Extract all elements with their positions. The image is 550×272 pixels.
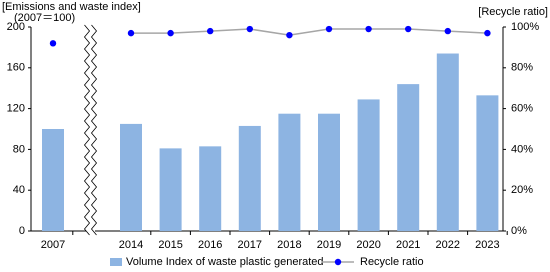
bar	[120, 123, 142, 231]
line-point	[325, 25, 333, 33]
y-tick-label: 200	[7, 21, 25, 33]
line-point	[167, 29, 174, 37]
line-segment	[170, 30, 211, 34]
x-tick-label: 2016	[198, 239, 222, 251]
line-point	[127, 29, 135, 37]
x-tick-label: 2014	[119, 239, 143, 251]
legend-swatch	[110, 258, 122, 266]
axis-break-line	[90, 24, 98, 236]
bar	[42, 129, 64, 231]
line-point	[49, 40, 57, 47]
x-tick-label: 2018	[277, 239, 301, 251]
y-axis-title: [Emissions and waste index]	[2, 1, 141, 13]
bar	[357, 99, 380, 231]
bar	[238, 125, 261, 231]
x-tick-label: 2019	[317, 239, 341, 251]
line-point	[286, 31, 293, 39]
y2-tick-label: 0%	[511, 225, 527, 237]
line-point	[246, 25, 253, 33]
y2-tick-label: 60%	[511, 103, 533, 115]
line-point	[444, 27, 451, 35]
legend-label: Recycle ratio	[360, 256, 424, 268]
y2-tick-label: 100%	[511, 21, 539, 33]
line-segment	[447, 30, 488, 34]
bar	[318, 113, 340, 231]
line-point	[365, 25, 372, 33]
x-tick-label: 2020	[356, 239, 380, 251]
bar	[476, 95, 499, 231]
y-tick-label: 160	[7, 62, 25, 74]
axis-break	[86, 25, 95, 237]
line-point	[405, 25, 412, 33]
y-tick-label: 120	[7, 103, 25, 115]
line-segment	[408, 28, 448, 32]
legend-label: Volume Index of waste plastic generated	[126, 256, 324, 268]
bar	[278, 113, 301, 231]
line-point	[207, 27, 214, 35]
bar	[397, 84, 420, 232]
x-tick-label: 2022	[436, 239, 460, 251]
y2-tick-label: 20%	[511, 184, 533, 196]
x-tick-label: 2021	[396, 239, 420, 251]
line-point	[484, 29, 491, 37]
y-axis-title: (2007＝100)	[14, 12, 75, 24]
bar	[159, 148, 182, 231]
legend-marker	[334, 258, 342, 266]
x-tick-label: 2023	[475, 239, 499, 251]
axis-break-line	[83, 24, 91, 236]
line-segment	[249, 28, 290, 36]
y2-axis-title: [Recycle ratio]	[478, 6, 548, 18]
y2-tick-label: 40%	[511, 143, 533, 155]
bar	[199, 146, 222, 231]
line-segment	[210, 28, 250, 32]
y2-tick-label: 80%	[511, 62, 533, 74]
x-tick-label: 2007	[41, 239, 65, 251]
y-tick-label: 80	[13, 143, 25, 155]
bar	[436, 53, 459, 231]
y-tick-label: 40	[13, 184, 25, 196]
y-tick-label: 0	[19, 225, 25, 237]
x-tick-label: 2015	[158, 239, 182, 251]
line-segment	[289, 28, 330, 36]
x-tick-label: 2017	[238, 239, 262, 251]
